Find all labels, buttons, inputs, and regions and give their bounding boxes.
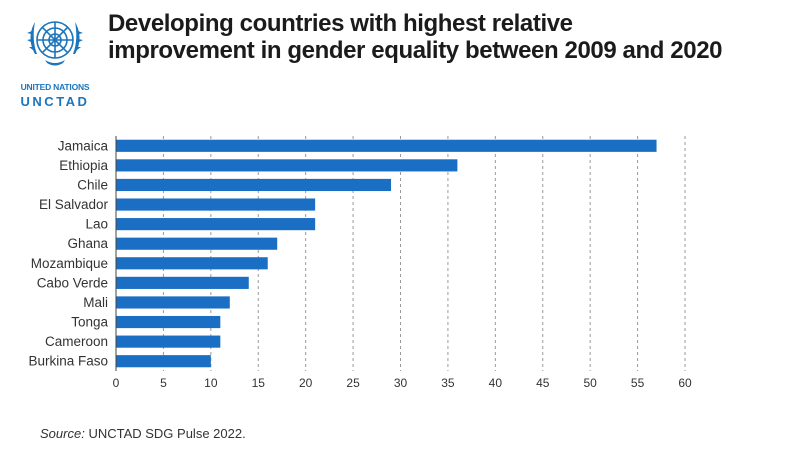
x-tick-label: 20 xyxy=(299,376,313,390)
bar xyxy=(116,178,392,192)
source-text: UNCTAD SDG Pulse 2022. xyxy=(88,426,246,441)
x-tick-label: 5 xyxy=(160,376,167,390)
bars xyxy=(116,139,657,368)
category-label: Tonga xyxy=(71,315,108,330)
x-tick-label: 45 xyxy=(536,376,550,390)
x-tick-label: 35 xyxy=(441,376,455,390)
x-tick-label: 55 xyxy=(631,376,645,390)
category-label: Cabo Verde xyxy=(37,275,108,290)
x-tick-label: 30 xyxy=(394,376,408,390)
bar xyxy=(116,296,230,309)
chart-title-line-2: improvement in gender equality between 2… xyxy=(108,37,723,64)
bar xyxy=(116,139,657,152)
bar xyxy=(116,237,278,250)
category-label: Chile xyxy=(77,177,108,192)
category-label: Ethiopia xyxy=(59,158,108,173)
bar xyxy=(116,198,316,211)
category-label: Lao xyxy=(85,217,108,232)
x-tick-label: 40 xyxy=(489,376,503,390)
x-tick-label: 25 xyxy=(346,376,360,390)
x-tick-label: 50 xyxy=(583,376,597,390)
category-label: Mozambique xyxy=(31,256,108,271)
category-label: El Salvador xyxy=(39,197,109,212)
x-tick-label: 60 xyxy=(678,376,692,390)
unctad-logo: UNITED NATIONS UNCTAD xyxy=(14,10,96,110)
x-tick-labels: 0 5 10 15 20 25 30 35 40 45 50 55 60 xyxy=(113,376,692,390)
x-tick-label: 0 xyxy=(113,376,120,390)
logo-name-text: UNCTAD xyxy=(20,94,90,109)
bar xyxy=(116,218,316,231)
un-emblem-icon xyxy=(27,21,83,66)
source-note: Source: UNCTAD SDG Pulse 2022. xyxy=(40,426,246,441)
category-label: Cameroon xyxy=(45,334,108,349)
x-tick-label: 10 xyxy=(204,376,218,390)
category-label: Jamaica xyxy=(58,138,109,153)
category-label: Mali xyxy=(83,295,108,310)
chart-title: Developing countries with highest relati… xyxy=(108,10,788,64)
x-tick-label: 15 xyxy=(252,376,266,390)
bar xyxy=(116,355,211,368)
chart-title-line-1: Developing countries with highest relati… xyxy=(108,10,573,37)
bar xyxy=(116,257,268,270)
bar xyxy=(116,276,249,289)
category-label: Ghana xyxy=(67,236,108,251)
source-label: Source: xyxy=(40,426,85,441)
logo-org-text: UNITED NATIONS xyxy=(20,82,90,92)
category-labels: Jamaica Ethiopia Chile El Salvador Lao Ghana M… xyxy=(28,138,108,368)
category-label: Burkina Faso xyxy=(28,354,108,369)
bar xyxy=(116,315,221,329)
bar xyxy=(116,335,221,348)
bar xyxy=(116,159,458,172)
